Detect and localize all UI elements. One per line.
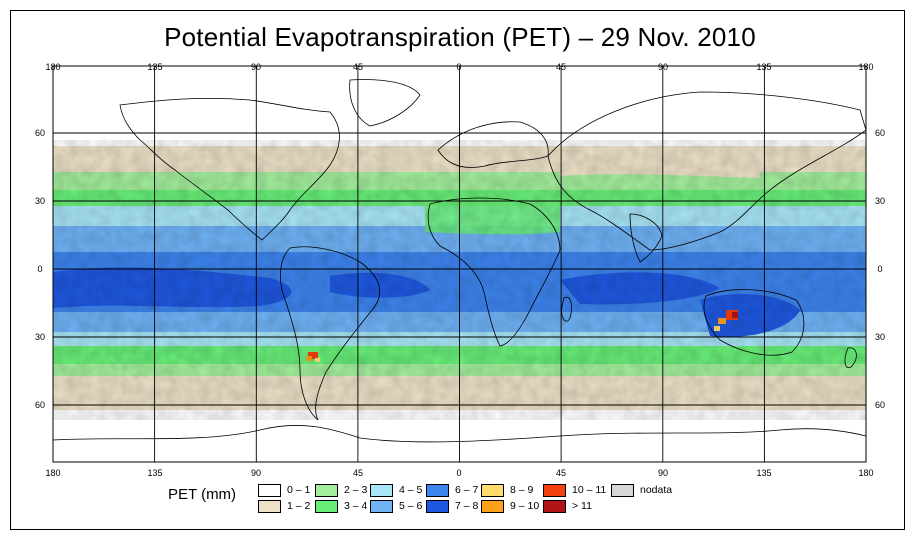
lat-label-left-30n: 30 [34, 196, 45, 206]
lon-label-top-0: 0 [456, 62, 462, 72]
lat-label-left-30s: 30 [34, 332, 45, 342]
coast-new-zealand [844, 347, 857, 369]
legend-swatch [315, 500, 338, 513]
lon-label-bottom-90w: 90 [250, 468, 261, 478]
coast-greenland [349, 79, 421, 127]
legend-label: 9 – 10 [510, 500, 540, 512]
lon-label-top-90w: 90 [250, 62, 261, 72]
coast-madagascar [561, 296, 572, 322]
lon-label-bottom-45w: 45 [352, 468, 363, 478]
coast-north-america [119, 97, 340, 241]
lat-label-right-30s: 30 [874, 332, 885, 342]
legend-swatch [370, 484, 393, 497]
lon-label-top-180e: 180 [858, 62, 874, 72]
lat-label-right-0: 0 [877, 264, 883, 274]
legend-title: PET (mm) [168, 486, 237, 503]
lon-label-bottom-135e: 135 [756, 468, 772, 478]
legend-swatch [426, 484, 449, 497]
legend-label: 10 – 11 [572, 484, 607, 496]
lon-label-bottom-135w: 135 [147, 468, 163, 478]
lon-label-top-135e: 135 [756, 62, 772, 72]
legend-swatch [258, 484, 281, 497]
legend-swatch [543, 500, 566, 513]
coast-antarctica [53, 425, 866, 443]
legend-label: 8 – 9 [510, 484, 534, 496]
legend-swatch [543, 484, 566, 497]
legend-swatch [370, 500, 393, 513]
lat-label-left-0: 0 [37, 264, 43, 274]
legend-label: nodata [640, 484, 673, 496]
legend-label: 2 – 3 [344, 484, 368, 496]
lon-label-bottom-0: 0 [456, 468, 462, 478]
coast-south-america [280, 246, 380, 421]
lon-label-top-135w: 135 [147, 62, 163, 72]
legend-swatch [481, 484, 504, 497]
coast-asia [547, 91, 866, 251]
legend-label: 5 – 6 [399, 500, 423, 512]
coastlines [53, 79, 866, 443]
lon-label-top-45e: 45 [555, 62, 566, 72]
lat-label-right-30n: 30 [874, 196, 885, 206]
legend-label: 7 – 8 [455, 500, 479, 512]
lon-label-top-180w: 180 [45, 62, 61, 72]
legend-label: 4 – 5 [399, 484, 423, 496]
legend-swatch [258, 500, 281, 513]
legend-label: 1 – 2 [287, 500, 311, 512]
legend-label: 6 – 7 [455, 484, 479, 496]
lon-label-bottom-90e: 90 [657, 468, 668, 478]
map-border [52, 65, 867, 463]
legend-label: 0 – 1 [287, 484, 311, 496]
lat-label-right-60s: 60 [874, 400, 885, 410]
lat-label-right-60n: 60 [874, 128, 885, 138]
legend-swatch [315, 484, 338, 497]
lon-label-bottom-180e: 180 [858, 468, 874, 478]
lat-label-left-60s: 60 [34, 400, 45, 410]
coast-africa [427, 197, 561, 347]
lon-label-top-90e: 90 [657, 62, 668, 72]
graticule [53, 66, 866, 462]
lat-label-left-60n: 60 [34, 128, 45, 138]
map-title: Potential Evapotranspiration (PET) – 29 … [164, 22, 756, 52]
coast-australia [703, 289, 805, 356]
legend-label: 3 – 4 [344, 500, 368, 512]
coast-india [629, 213, 663, 263]
figure-frame [10, 10, 905, 530]
lon-label-bottom-180w: 180 [45, 468, 61, 478]
legend-swatch [611, 484, 634, 497]
lon-label-bottom-45e: 45 [555, 468, 566, 478]
legend-swatch [481, 500, 504, 513]
lon-label-top-45w: 45 [352, 62, 363, 72]
legend-label: > 11 [572, 500, 592, 512]
legend-swatch [426, 500, 449, 513]
